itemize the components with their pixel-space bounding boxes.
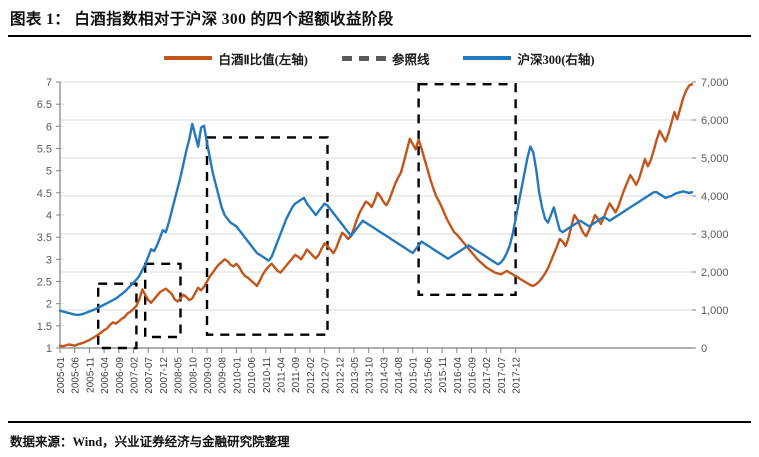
x-axis-tick-label: 2010-01	[232, 357, 243, 394]
page-title: 图表 1： 白酒指数相对于沪深 300 的四个超额收益阶段	[10, 11, 394, 28]
legend-item-baijiu[interactable]: 白酒Ⅱ比值(左轴)	[164, 49, 308, 68]
phase-box-phase-4	[417, 82, 517, 297]
x-axis-tick-label: 2013-10	[365, 357, 376, 394]
figure-footer: 数据来源：Wind，兴业证券经济与金融研究院整理	[10, 427, 750, 453]
x-axis-tick-label: 2014-03	[379, 357, 390, 394]
y-axis-right-tick: 0	[701, 343, 707, 355]
x-axis-tick-label: 2017-12	[512, 357, 523, 394]
legend-item-reference[interactable]: 参照线	[341, 49, 430, 68]
line-chart-svg: 1 1.5 2 2.5 3 3.5 4 4.5 5 5.5 6 6.5 7 0 1,000 2,000 3,00…	[37, 77, 729, 394]
x-axis-tick-label: 2010-06	[247, 357, 258, 394]
y-axis-right-tick: 2,000	[701, 267, 729, 279]
legend-label-hs300: 沪深300(右轴)	[517, 52, 595, 67]
phase-box-phase-3	[205, 136, 329, 336]
x-axis-tick-label: 2012-12	[335, 357, 346, 394]
title-divider	[8, 35, 751, 37]
x-axis-tick-label: 2016-09	[468, 357, 479, 394]
x-axis-tick-label: 2005-06	[71, 357, 82, 394]
x-axis-tick-label: 2015-11	[438, 357, 449, 393]
phase-box-phase-1	[96, 282, 138, 350]
y-axis-left-tick: 5.5	[37, 144, 52, 156]
figure-title-bar: 图表 1： 白酒指数相对于沪深 300 的四个超额收益阶段	[0, 0, 759, 36]
y-axis-right-tick: 5,000	[701, 153, 729, 165]
y-axis-left-tick: 6.5	[37, 99, 52, 111]
x-axis-tick-label: 2015-06	[423, 357, 434, 394]
y-axis-left-tick: 2.5	[37, 277, 52, 289]
x-axis-tick-label: 2005-11	[85, 357, 96, 393]
series-line-baijiu	[58, 83, 694, 348]
y-axis-left-tick: 2	[46, 299, 52, 311]
x-axis-tick-label: 2011-09	[291, 357, 302, 393]
series-line-hs300	[58, 122, 694, 317]
x-axis-tick-label: 2012-02	[306, 357, 317, 394]
legend-swatch-baijiu-icon	[164, 56, 213, 60]
x-axis-tick-label: 2017-07	[497, 357, 508, 394]
x-axis-tick-label: 2008-05	[174, 357, 185, 394]
x-axis-tick-label: 2009-03	[203, 357, 214, 394]
y-axis-left-tick: 4	[46, 210, 52, 222]
x-axis-tick-label: 2007-07	[144, 357, 155, 394]
x-axis-tick-label: 2005-01	[56, 357, 67, 394]
x-axis-tick-label: 2007-12	[159, 357, 170, 394]
chart-plot-area: 1 1.5 2 2.5 3 3.5 4 4.5 5 5.5 6 6.5 7 0 1,000 2,000 3,00…	[0, 70, 759, 415]
y-axis-left-tick: 1.5	[37, 321, 52, 333]
y-axis-right-tick: 1,000	[701, 305, 729, 317]
legend-swatch-reference-icon	[341, 55, 386, 61]
y-axis-left-tick: 6	[46, 121, 52, 133]
y-axis-left-tick: 4.5	[37, 188, 52, 200]
x-axis-tick-label: 2015-01	[409, 357, 420, 394]
x-axis-tick-label: 2006-04	[100, 357, 111, 394]
x-axis-tick-label: 2014-08	[394, 357, 405, 394]
x-axis-tick-label: 2017-02	[482, 357, 493, 394]
legend-item-hs300[interactable]: 沪深300(右轴)	[463, 49, 595, 68]
y-axis-left-tick: 5	[46, 166, 52, 178]
x-axis-tick-label: 2011-04	[277, 357, 288, 393]
phase-box-phase-2	[143, 262, 182, 339]
x-axis-tick-label: 2013-05	[350, 357, 361, 394]
data-source-text: 数据来源：Wind，兴业证券经济与金融研究院整理	[10, 434, 290, 449]
legend-label-reference: 参照线	[391, 52, 430, 67]
chart-legend: 白酒Ⅱ比值(左轴) 参照线 沪深300(右轴)	[0, 47, 759, 69]
y-axis-right-tick: 4,000	[701, 191, 729, 203]
y-axis-right-tick: 3,000	[701, 229, 729, 241]
y-axis-left-tick: 3	[46, 254, 52, 266]
legend-swatch-hs300-icon	[463, 56, 512, 60]
footer-divider	[8, 421, 751, 423]
x-axis-tick-label: 2016-04	[453, 357, 464, 394]
x-axis-tick-label: 2009-08	[218, 357, 229, 394]
x-axis-tick-label: 2006-09	[115, 357, 126, 394]
x-axis-tick-label: 2010-11	[262, 357, 273, 393]
y-axis-right-tick: 7,000	[701, 77, 729, 89]
y-axis-left-tick: 1	[46, 343, 52, 355]
legend-label-baijiu: 白酒Ⅱ比值(左轴)	[218, 52, 308, 67]
x-axis-tick-label: 2007-02	[130, 357, 141, 394]
y-axis-right-tick: 6,000	[701, 115, 729, 127]
x-axis-tick-label: 2012-07	[321, 357, 332, 394]
y-axis-left-tick: 3.5	[37, 232, 52, 244]
x-axis-tick-label: 2008-10	[188, 357, 199, 394]
y-axis-left-tick: 7	[46, 77, 52, 89]
